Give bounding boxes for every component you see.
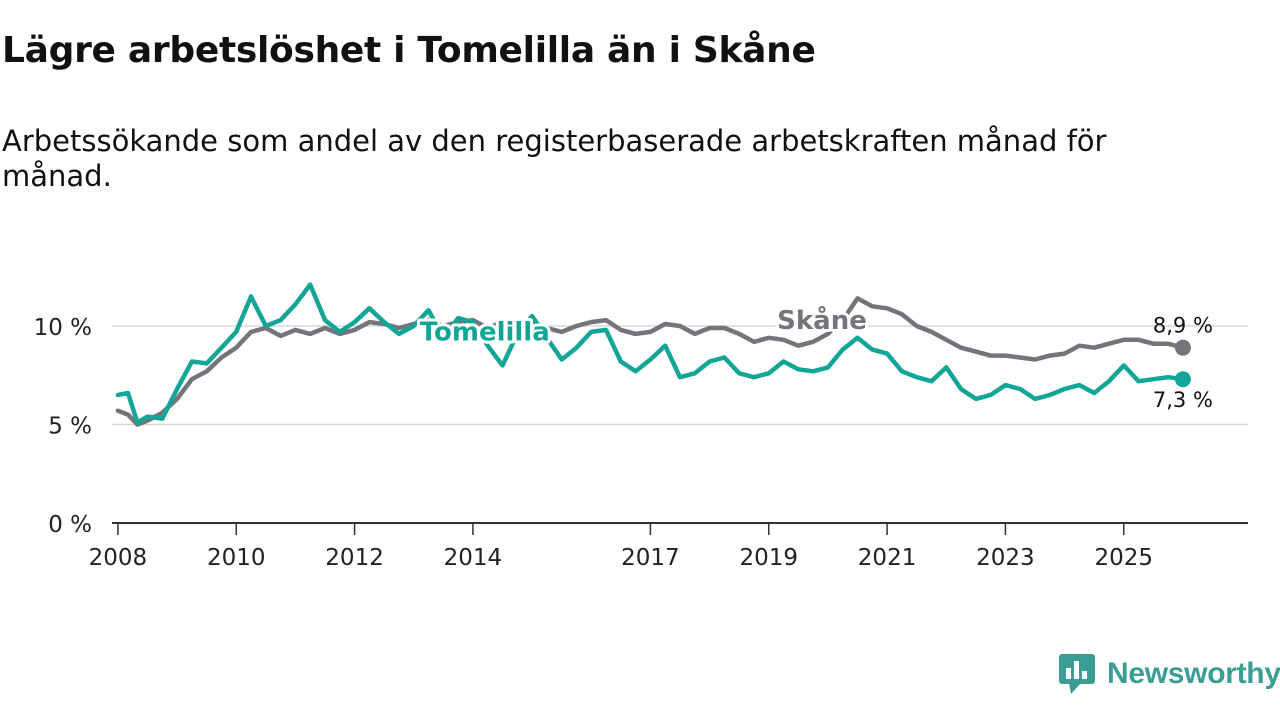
series-label-skane: Skåne	[777, 304, 867, 336]
newsworthy-logo: Newsworthy	[1059, 652, 1280, 696]
newsworthy-logo-text: Newsworthy	[1107, 657, 1280, 690]
series-label-tomelilla: Tomelilla	[420, 318, 550, 348]
x-tick-label: 2023	[976, 545, 1035, 571]
x-tick-label: 2017	[621, 545, 680, 571]
series-line-skane	[115, 296, 1186, 427]
y-tick-label: 5 %	[48, 414, 92, 440]
y-tick-label: 0 %	[48, 512, 92, 538]
x-tick-label: 2010	[207, 545, 266, 571]
x-tick-label: 2014	[444, 545, 503, 571]
newsworthy-logo-icon	[1059, 654, 1095, 694]
chart-title: Lägre arbetslöshet i Tomelilla än i Skån…	[2, 30, 816, 71]
chart-subtitle: Arbetssökande som andel av den registerb…	[2, 124, 1107, 193]
series-line-tomelilla	[115, 282, 1186, 425]
x-tick-label: 2008	[89, 545, 148, 571]
end-point-tomelilla	[1174, 371, 1191, 388]
x-tick-label: 2025	[1094, 545, 1153, 571]
x-tick-label: 2012	[325, 545, 384, 571]
x-tick-label: 2019	[739, 545, 798, 571]
y-tick-label: 10 %	[34, 315, 92, 341]
x-tick-label: 2021	[858, 545, 917, 571]
end-label-skane: 8,9 %	[1153, 314, 1213, 338]
end-point-skane	[1174, 339, 1191, 356]
end-label-tomelilla: 7,3 %	[1153, 388, 1213, 412]
